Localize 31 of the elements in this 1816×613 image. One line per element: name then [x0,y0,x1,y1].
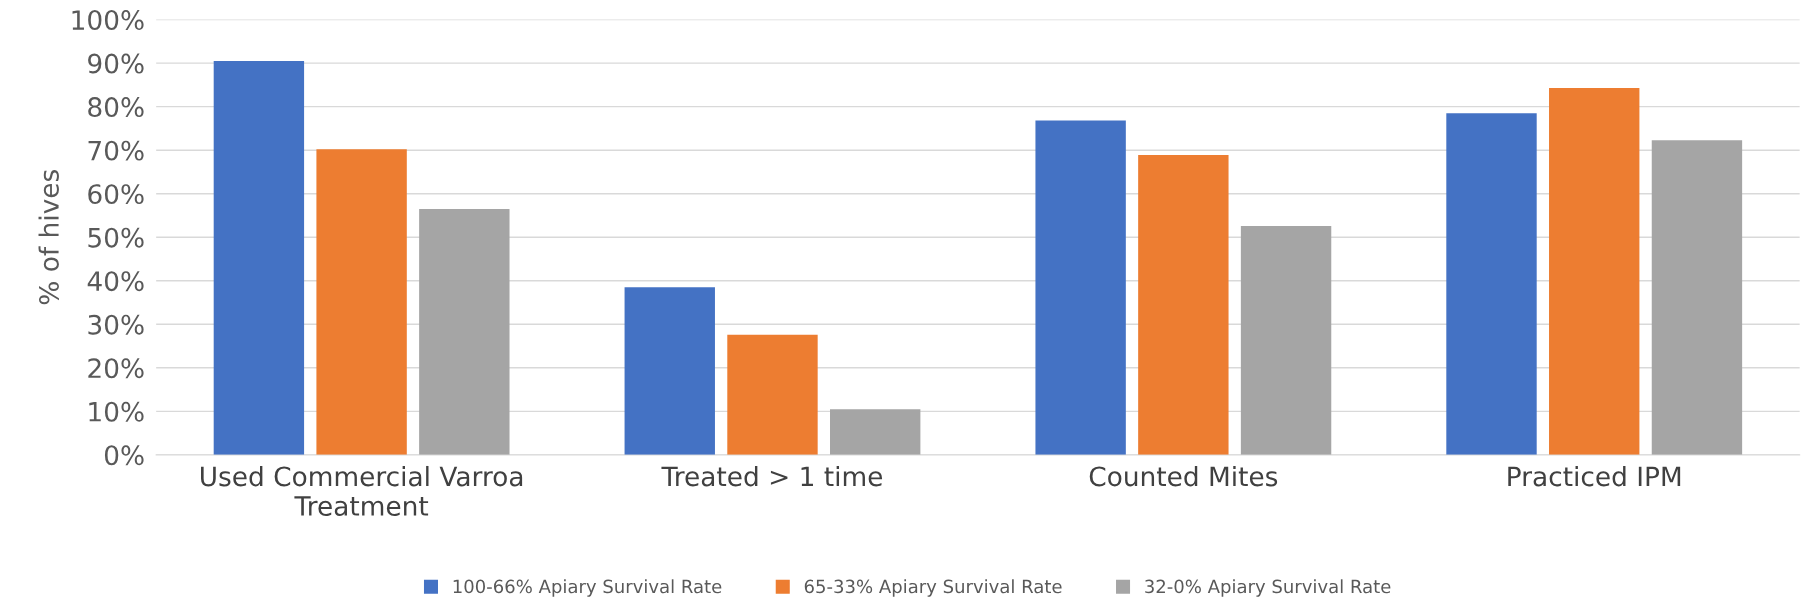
bar [1549,87,1640,455]
legend-label: 65-33% Apiary Survival Rate [804,579,1062,597]
x-tick-label: Used Commercial Varroa Treatment [201,465,523,516]
x-tick-label: Practiced IPM [1508,465,1681,487]
y-tick-label: 90% [88,53,144,74]
bar [213,60,305,455]
bar [830,409,921,455]
y-tick-label: 70% [88,140,144,161]
y-axis-title: % of hives [38,170,59,305]
bar [316,149,407,455]
y-tick-label: 40% [87,271,144,292]
bar [1651,140,1743,455]
y-tick-label: 20% [88,358,144,379]
y-tick-label: 50% [88,227,144,248]
bar [727,334,818,455]
y-tick-label: 10% [89,401,144,422]
x-tick-label: Counted Mites [1089,465,1278,487]
bar [1035,120,1126,455]
bar [1138,154,1229,455]
legend-label: 32-0% Apiary Survival Rate [1145,579,1391,597]
bar [1240,225,1332,455]
bar [419,208,510,455]
y-tick-label: 100% [72,10,144,31]
bar [624,287,715,455]
y-tick-label: 60% [88,184,144,205]
bar [1446,113,1537,455]
y-tick-label: 0% [104,445,144,466]
y-tick-label: 80% [88,97,144,118]
x-tick-label: Treated > 1 time [661,465,883,487]
legend-label: 100-66% Apiary Survival Rate [453,579,722,597]
y-tick-label: 30% [88,314,144,335]
